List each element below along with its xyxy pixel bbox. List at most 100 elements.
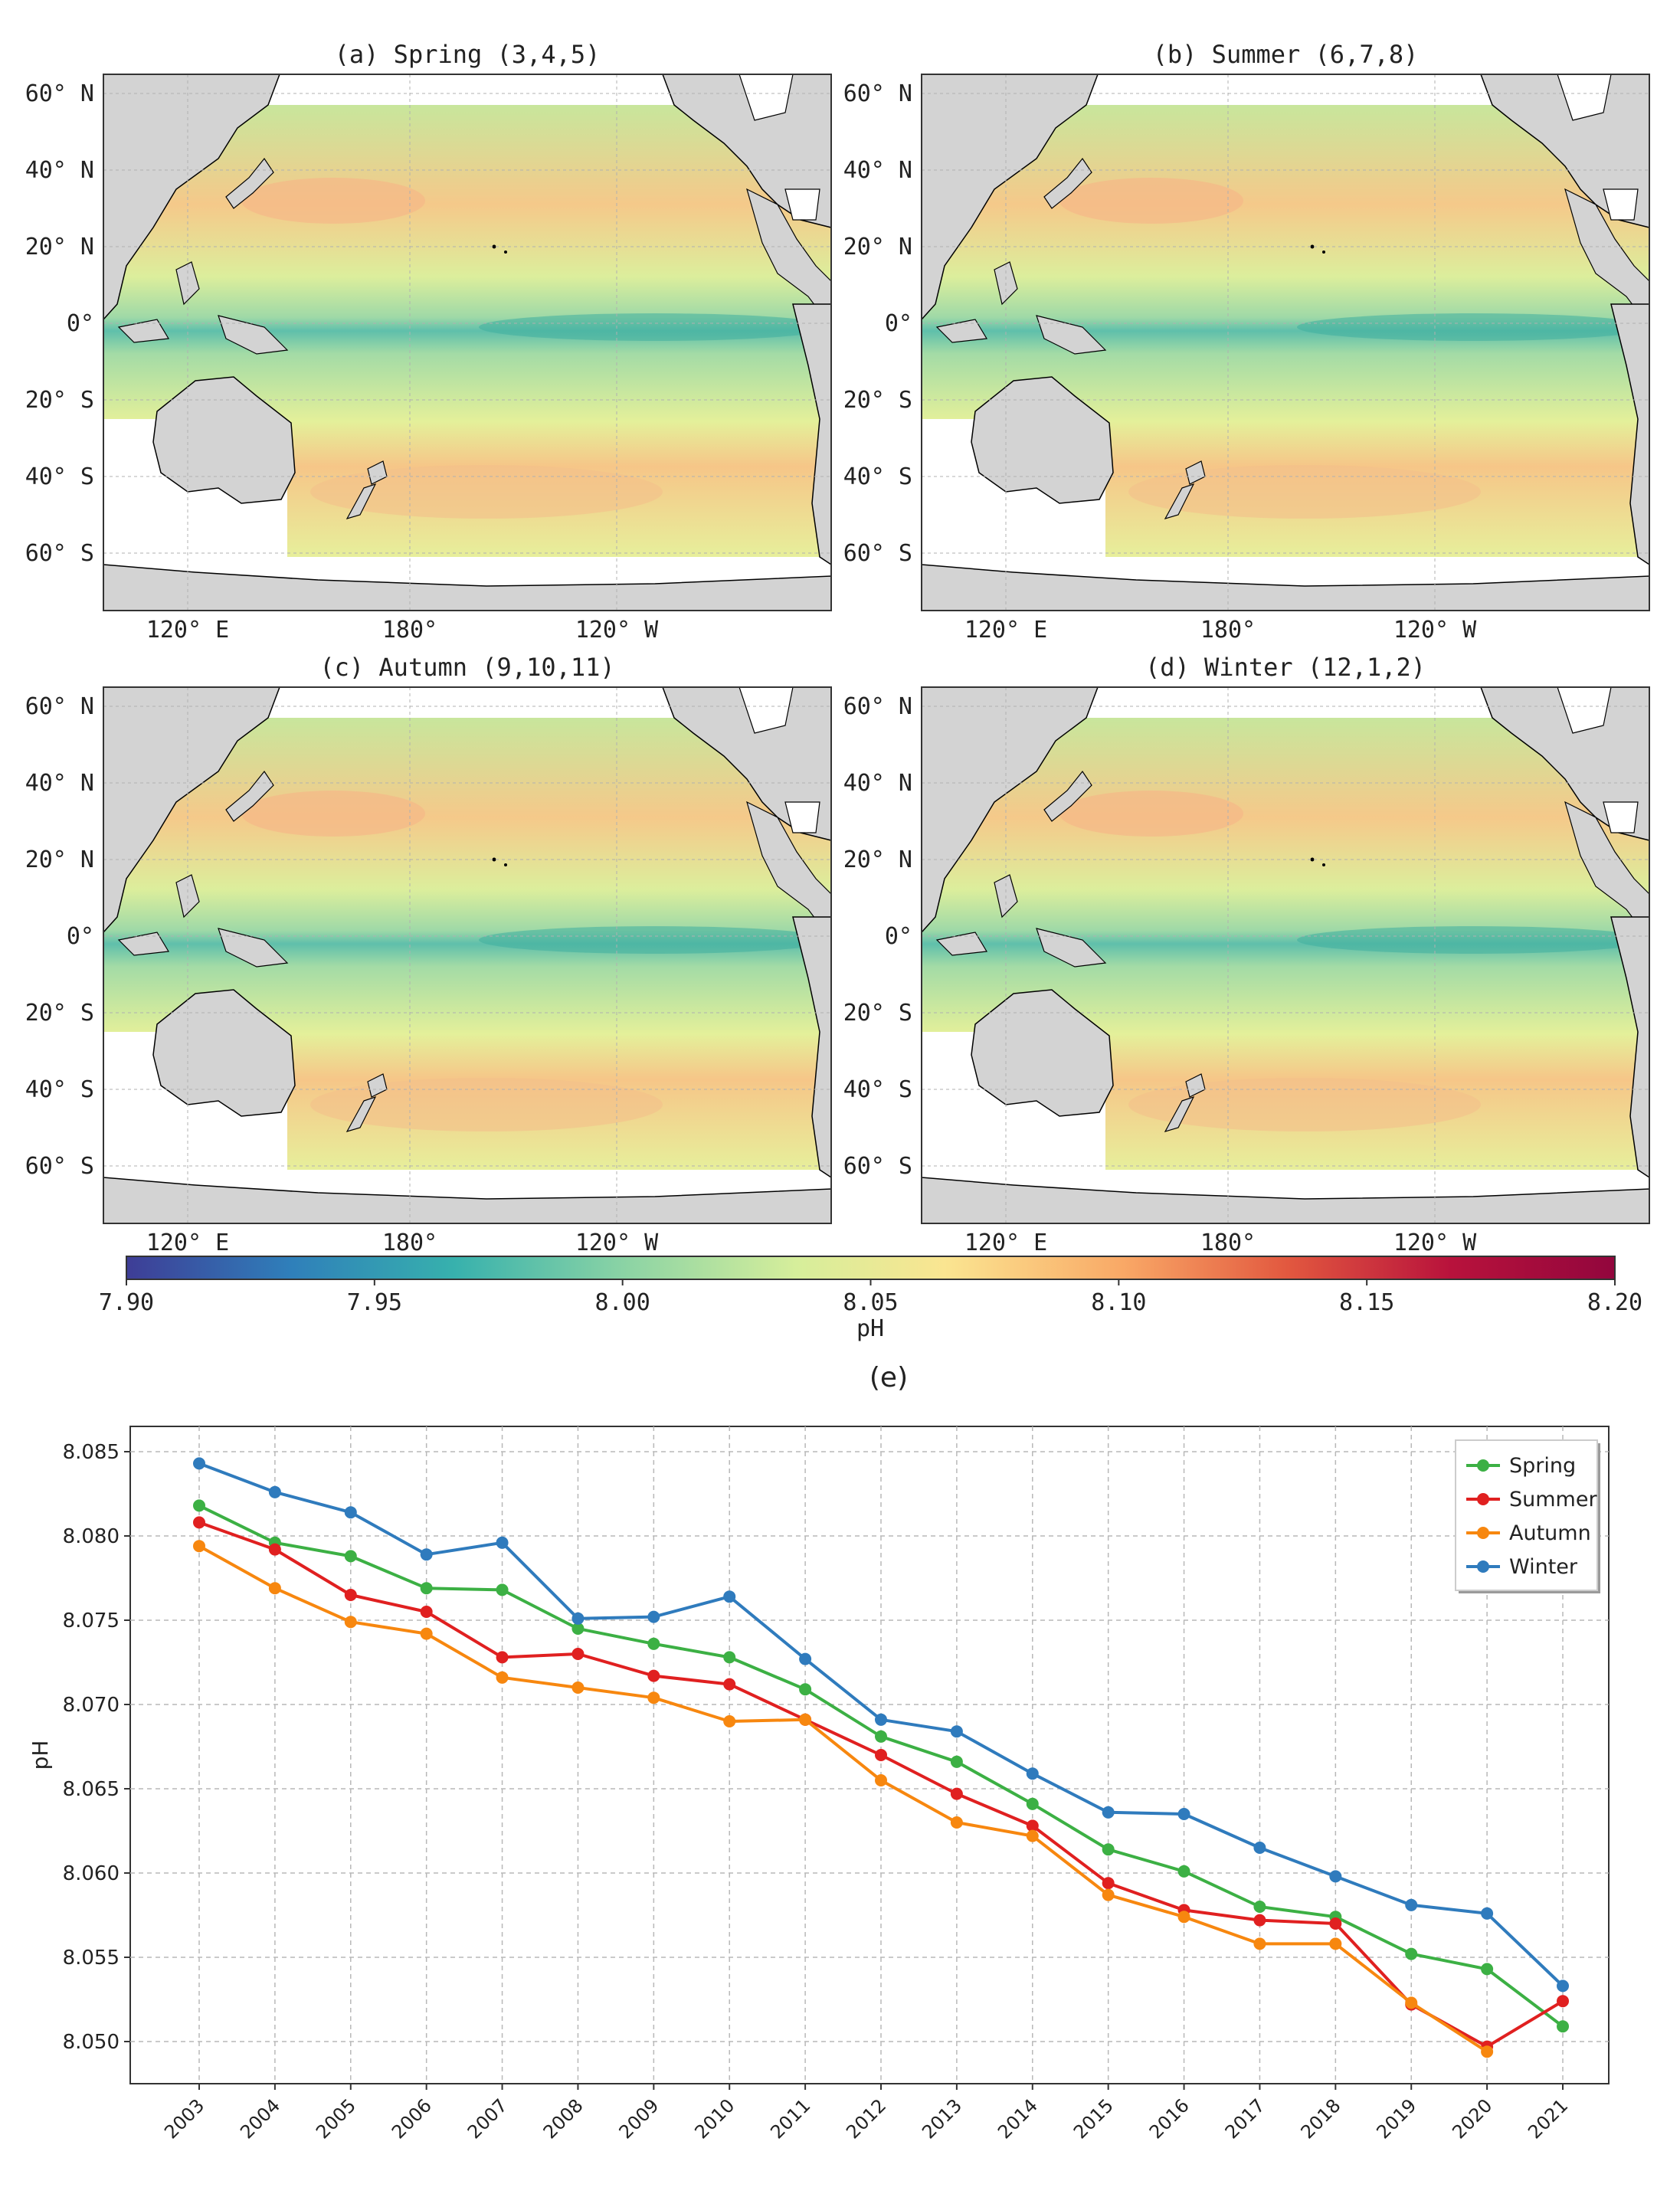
point-spring (1102, 1843, 1115, 1856)
point-spring (1026, 1797, 1039, 1810)
lon-label: 180° (1200, 617, 1256, 643)
colorbar-tick-label: 7.90 (99, 1289, 154, 1316)
lat-label: 20° S (843, 387, 912, 414)
map-autumn: (c) Autumn (9,10,11) 60° N 40° N 20° N 0… (25, 653, 832, 1256)
x-tick-label: 2014 (994, 2094, 1042, 2143)
lat-label: 40° S (25, 1076, 94, 1103)
y-tick-label: 8.080 (63, 1525, 120, 1548)
y-tick-label: 8.050 (63, 2031, 120, 2054)
map-winter: (d) Winter (12,1,2) 60° N 40° N 20° N 0°… (843, 653, 1650, 1256)
point-spring (496, 1583, 509, 1596)
point-autumn (1177, 1911, 1190, 1924)
x-tick-labels: 2003 2004 2005 2006 2007 2008 2009 2010 2011 2012… (160, 2084, 1572, 2143)
point-summer (268, 1543, 281, 1556)
x-tick-label: 2013 (918, 2094, 966, 2143)
colorbar-tick-label: 7.95 (347, 1289, 402, 1316)
point-summer (193, 1516, 205, 1529)
map-summer: (b) Summer (6,7,8) 60° N 40° N 20° N 0° … (843, 40, 1650, 643)
point-spring (1253, 1901, 1266, 1913)
point-summer (723, 1678, 736, 1691)
point-winter (1481, 1907, 1494, 1920)
legend-marker (1477, 1527, 1489, 1539)
lat-label: 40° N (843, 157, 912, 184)
point-summer (571, 1648, 585, 1660)
lat-label: 20° S (843, 1000, 912, 1027)
legend-marker (1477, 1493, 1489, 1505)
point-autumn (1102, 1888, 1115, 1901)
lon-label: 120° E (964, 617, 1047, 643)
point-spring (723, 1651, 736, 1664)
point-winter (1557, 1980, 1569, 1993)
point-autumn (799, 1713, 812, 1726)
point-winter (1102, 1806, 1115, 1819)
point-summer (1253, 1914, 1266, 1927)
map-title-spring: (a) Spring (3,4,5) (335, 40, 601, 69)
map-spring: (a) Spring (3,4,5) 60° N 40° N 20° N 0° … (25, 40, 832, 643)
chart-grid (130, 1426, 1609, 2084)
point-spring (344, 1550, 357, 1563)
point-summer (1102, 1877, 1115, 1890)
point-autumn (571, 1682, 585, 1694)
lat-label: 0° (885, 310, 912, 337)
x-tick-label: 2011 (766, 2094, 814, 2143)
lat-label: 60° N (843, 80, 912, 107)
x-tick-label: 2004 (236, 2094, 284, 2143)
lon-label: 180° (1200, 1230, 1256, 1256)
point-autumn (723, 1715, 736, 1727)
legend-label: Winter (1509, 1555, 1578, 1579)
lat-label: 60° S (25, 1153, 94, 1180)
colorbar-tick-label: 8.15 (1339, 1289, 1394, 1316)
y-tick-label: 8.060 (63, 1862, 120, 1885)
point-autumn (875, 1774, 887, 1786)
x-tick-label: 2010 (690, 2094, 738, 2143)
point-winter (268, 1485, 281, 1498)
point-autumn (950, 1816, 963, 1829)
point-winter (1329, 1870, 1342, 1883)
map-title-summer: (b) Summer (6,7,8) (1153, 40, 1419, 69)
lat-label: 60° S (843, 1153, 912, 1180)
lat-label: 40° N (25, 770, 94, 797)
point-autumn (647, 1691, 660, 1704)
series-line-autumn (198, 1544, 1488, 2053)
lat-label: 20° N (843, 234, 912, 260)
lat-label: 40° N (25, 157, 94, 184)
x-tick-label: 2007 (463, 2094, 512, 2143)
point-spring (875, 1730, 887, 1743)
point-summer (496, 1651, 509, 1664)
lat-label: 40° N (843, 770, 912, 797)
point-winter (193, 1457, 205, 1470)
x-tick-label: 2019 (1372, 2094, 1420, 2143)
point-spring (571, 1623, 585, 1635)
colorbar-tick-label: 8.00 (595, 1289, 650, 1316)
lon-label: 120° W (1393, 1230, 1477, 1256)
lon-label: 180° (382, 617, 437, 643)
point-winter (875, 1713, 887, 1726)
lat-labels-winter: 60° N 40° N 20° N 0° 20° S 40° S 60° S (843, 693, 912, 1180)
point-winter (344, 1506, 357, 1519)
y-tick-label: 8.055 (63, 1947, 120, 1970)
point-summer (647, 1669, 660, 1682)
point-autumn (193, 1540, 205, 1553)
point-winter (571, 1612, 585, 1625)
lon-label: 120° W (575, 1230, 659, 1256)
point-spring (799, 1683, 812, 1696)
map-title-winter: (d) Winter (12,1,2) (1145, 653, 1426, 682)
colorbar-gradient (126, 1256, 1616, 1280)
x-tick-label: 2008 (539, 2094, 588, 2143)
lat-labels-summer: 60° N 40° N 20° N 0° 20° S 40° S 60° S (843, 80, 912, 567)
point-autumn (1481, 2045, 1494, 2058)
lon-label: 120° E (964, 1230, 1047, 1256)
legend: Spring Summer Autumn Winter (1455, 1439, 1600, 1593)
point-spring (1405, 1947, 1418, 1960)
point-spring (1557, 2020, 1569, 2033)
x-tick-label: 2017 (1221, 2094, 1269, 2143)
legend-label: Spring (1509, 1454, 1576, 1478)
y-tick-label: 8.070 (63, 1694, 120, 1717)
lon-labels-spring: 120° E 180° 120° W (146, 617, 659, 643)
point-autumn (1253, 1937, 1266, 1950)
point-spring (1481, 1963, 1494, 1976)
point-autumn (344, 1616, 357, 1629)
legend-marker (1477, 1560, 1489, 1573)
y-tick-label: 8.065 (63, 1778, 120, 1801)
